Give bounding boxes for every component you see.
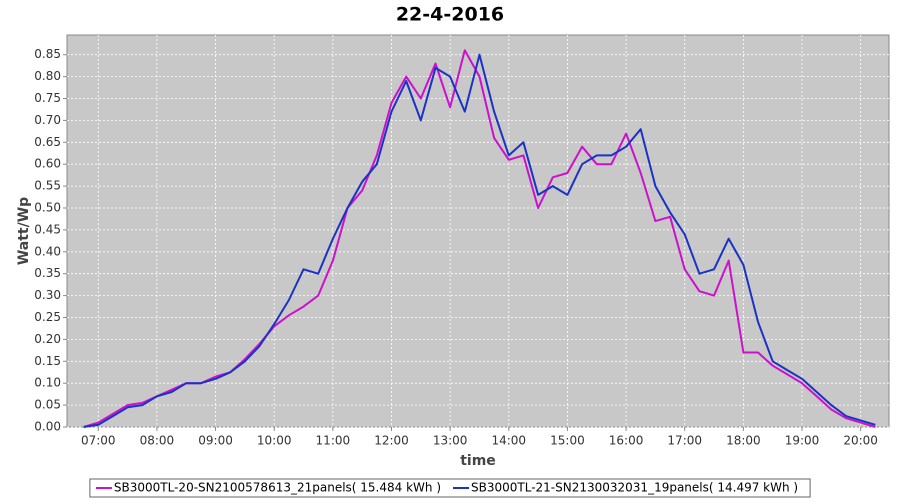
series-line bbox=[83, 49, 876, 428]
x-tick-label: 20:00 bbox=[843, 434, 878, 448]
legend-label: SB3000TL-20-SN2100578613_21panels( 15.48… bbox=[114, 481, 441, 495]
y-tick-label: 0.20 bbox=[34, 332, 61, 346]
plot-area bbox=[66, 34, 890, 428]
y-tick-label: 0.60 bbox=[34, 157, 61, 171]
y-tick-label: 0.85 bbox=[34, 47, 61, 61]
x-tick-label: 11:00 bbox=[316, 434, 351, 448]
y-tick-label: 0.65 bbox=[34, 135, 61, 149]
y-axis-label: Watt/Wp bbox=[16, 197, 32, 265]
legend-box bbox=[89, 478, 811, 498]
y-tick-label: 0.15 bbox=[34, 354, 61, 368]
y-tick-label: 0.40 bbox=[34, 244, 61, 258]
y-tick-label: 0.10 bbox=[34, 376, 61, 390]
legend: SB3000TL-20-SN2100578613_21panels( 15.48… bbox=[89, 478, 811, 498]
x-tick-label: 16:00 bbox=[609, 434, 644, 448]
y-tick-label: 0.00 bbox=[34, 420, 61, 434]
y-tick-label: 0.25 bbox=[34, 310, 61, 324]
x-tick-label: 19:00 bbox=[785, 434, 820, 448]
x-tick-label: 17:00 bbox=[667, 434, 702, 448]
x-tick-label: 08:00 bbox=[140, 434, 175, 448]
x-tick-label: 09:00 bbox=[198, 434, 233, 448]
x-tick-label: 18:00 bbox=[726, 434, 761, 448]
y-tick-label: 0.70 bbox=[34, 113, 61, 127]
x-axis-label: time bbox=[460, 453, 496, 469]
x-tick-label: 13:00 bbox=[433, 434, 468, 448]
x-tick-label: 07:00 bbox=[81, 434, 116, 448]
x-tick-label: 15:00 bbox=[550, 434, 585, 448]
y-tick-label: 0.55 bbox=[34, 179, 61, 193]
x-tick-label: 10:00 bbox=[257, 434, 292, 448]
y-tick-label: 0.30 bbox=[34, 288, 61, 302]
y-tick-label: 0.80 bbox=[34, 69, 61, 83]
series-line bbox=[83, 53, 876, 428]
y-tick-label: 0.35 bbox=[34, 266, 61, 280]
x-tick-label: 12:00 bbox=[374, 434, 409, 448]
y-tick-label: 0.05 bbox=[34, 398, 61, 412]
legend-label: SB3000TL-21-SN2130032031_19panels( 14.49… bbox=[471, 481, 798, 495]
y-tick-label: 0.50 bbox=[34, 201, 61, 215]
y-tick-label: 0.75 bbox=[34, 91, 61, 105]
y-tick-label: 0.45 bbox=[34, 222, 61, 236]
chart-title: 22-4-2016 bbox=[396, 4, 504, 26]
x-tick-label: 14:00 bbox=[491, 434, 526, 448]
